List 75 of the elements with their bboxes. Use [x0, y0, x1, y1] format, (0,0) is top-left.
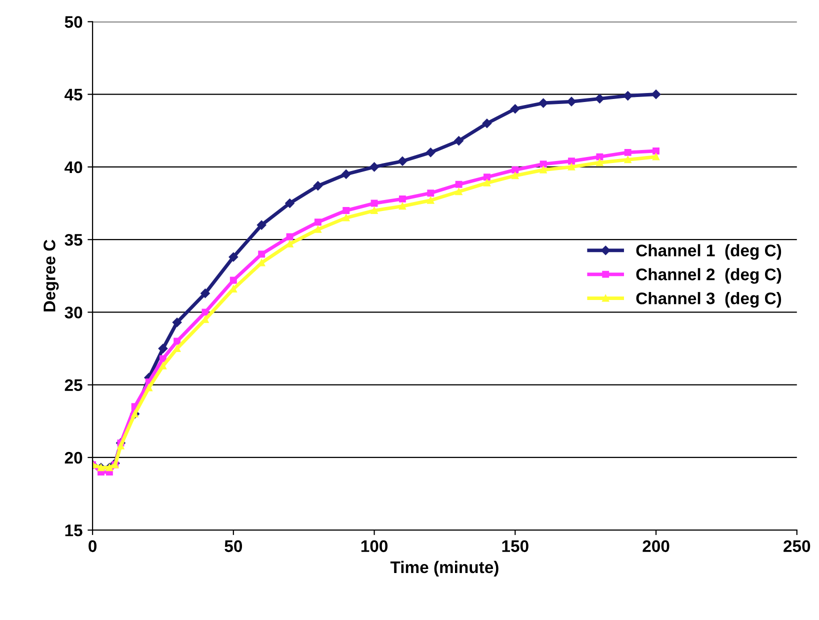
- point: [285, 198, 294, 208]
- point: [624, 156, 632, 164]
- y-tick-label: 15: [65, 524, 82, 536]
- point: [455, 180, 462, 188]
- point: [286, 233, 294, 240]
- point: [512, 166, 519, 174]
- point: [651, 90, 661, 99]
- point: [484, 174, 490, 181]
- point: [624, 148, 632, 156]
- point: [652, 148, 660, 154]
- point: [623, 91, 632, 100]
- point: [160, 362, 166, 370]
- point: [398, 202, 406, 210]
- point: [566, 96, 576, 106]
- point: [258, 259, 266, 266]
- y-tick-label: 20: [64, 452, 82, 464]
- point: [427, 196, 434, 204]
- legend-label: Channel 2 (deg C): [636, 268, 782, 284]
- point: [370, 207, 378, 214]
- point: [174, 345, 181, 352]
- point: [482, 118, 492, 128]
- point: [484, 179, 490, 186]
- point: [540, 166, 547, 174]
- point: [117, 442, 124, 450]
- point: [398, 156, 408, 166]
- y-tick-label: 45: [64, 88, 82, 101]
- point: [568, 158, 575, 165]
- point: [256, 220, 266, 230]
- point: [230, 276, 237, 284]
- point: [595, 94, 604, 104]
- y-tick-label: 35: [64, 234, 82, 246]
- y-tick-label: 25: [64, 379, 82, 392]
- point: [454, 136, 464, 146]
- x-tick-label: 50: [224, 540, 242, 552]
- point: [370, 200, 378, 207]
- point: [538, 98, 548, 108]
- y-tick-label: 40: [64, 161, 82, 174]
- y-tick-label: 30: [64, 306, 82, 318]
- point: [398, 195, 406, 202]
- legend-label: Channel 3 (deg C): [636, 292, 782, 308]
- point: [342, 207, 350, 214]
- point: [512, 172, 519, 180]
- point: [258, 250, 266, 258]
- point: [200, 288, 210, 298]
- x-axis-title: Time (minute): [390, 560, 498, 576]
- point: [427, 190, 434, 197]
- point: [314, 218, 322, 226]
- point: [540, 160, 547, 168]
- point: [160, 355, 166, 362]
- point: [202, 308, 209, 316]
- point: [342, 214, 350, 222]
- point: [652, 153, 660, 160]
- point: [568, 163, 575, 170]
- point: [314, 226, 322, 233]
- y-axis-title: Degree C: [44, 240, 59, 312]
- point: [455, 188, 462, 196]
- x-tick-label: 0: [88, 540, 96, 552]
- point: [174, 338, 181, 345]
- point: [145, 384, 152, 392]
- point: [158, 344, 168, 354]
- point: [313, 181, 323, 190]
- x-tick-label: 150: [502, 540, 528, 552]
- point: [426, 148, 436, 158]
- point: [228, 252, 238, 262]
- point: [596, 153, 604, 160]
- y-tick-label: 50: [64, 16, 82, 28]
- x-tick-label: 250: [784, 540, 810, 552]
- legend-label: Channel 1 (deg C): [636, 244, 782, 260]
- point: [341, 170, 351, 179]
- point: [172, 318, 182, 328]
- point: [596, 159, 604, 166]
- point: [510, 104, 520, 114]
- x-tick-label: 200: [642, 540, 670, 552]
- point: [370, 162, 379, 172]
- x-tick-label: 100: [361, 540, 388, 552]
